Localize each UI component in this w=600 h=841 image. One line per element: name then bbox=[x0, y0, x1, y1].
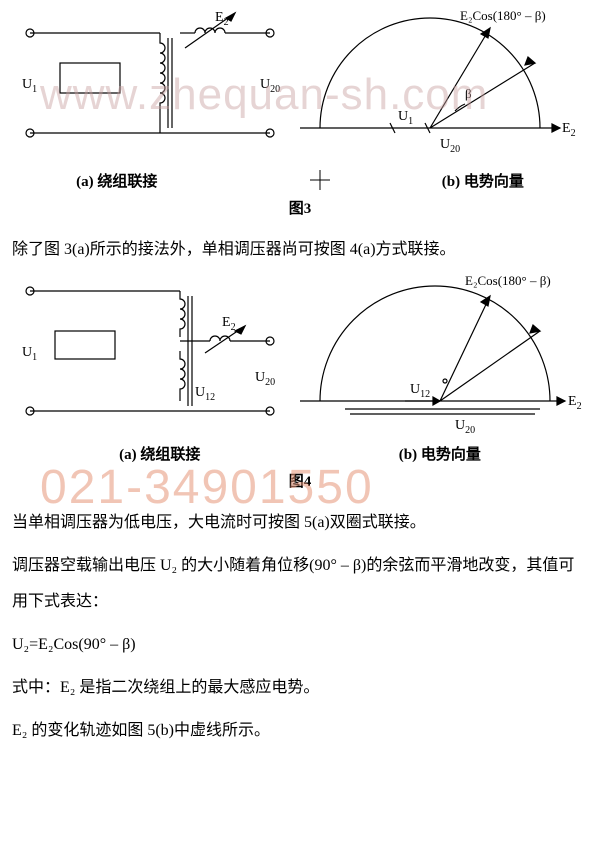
fig4-label: 图4 bbox=[0, 466, 600, 501]
paragraph-5: 式中：E₂ 是指二次绕组上的最大感应电势。 bbox=[0, 666, 600, 709]
fig4a-u20: U20 bbox=[255, 370, 275, 388]
fig3b-phasor: β U1 U20 E2 E₂Cos(180° – β) bbox=[290, 8, 590, 168]
fig3-label: 图3 bbox=[0, 193, 600, 228]
fig4a-e2: E2 bbox=[222, 315, 236, 333]
fig3b-title: E₂Cos(180° – β) bbox=[460, 8, 546, 23]
paragraph-1: 除了图 3(a)所示的接法外，单相调压器尚可按图 4(a)方式联接。 bbox=[0, 228, 600, 271]
fig4a-circuit: U1 E2 U12 U20 bbox=[10, 271, 290, 441]
fig4b-e2: E2 bbox=[568, 394, 582, 412]
fig4b-u20: U20 bbox=[455, 418, 475, 436]
fig3a-u1-label: U1 bbox=[22, 77, 37, 95]
fig3a-circuit: U1 E2 U20 bbox=[10, 8, 290, 168]
paragraph-4: U₂=E₂Cos(90° – β) bbox=[0, 623, 600, 666]
fig3b-u20: U20 bbox=[440, 137, 460, 155]
fig4b-phasor: U12 U20 E2 E₂Cos(180° – β) bbox=[290, 271, 590, 441]
fig4b-title: E₂Cos(180° – β) bbox=[465, 273, 551, 288]
fig4a-u1: U1 bbox=[22, 345, 37, 363]
paragraph-3: 调压器空载输出电压 U₂ 的大小随着角位移(90° – β)的余弦而平滑地改变，… bbox=[0, 544, 600, 622]
fig3b-u1: U1 bbox=[398, 109, 413, 127]
fig4b-u12: U12 bbox=[410, 382, 430, 400]
fig3b-caption: (b) 电势向量 bbox=[442, 170, 524, 191]
figure4-row: U1 E2 U12 U20 U12 U20 E2 E₂Cos(180° – β) bbox=[0, 271, 600, 441]
fig3a-caption: (a) 绕组联接 bbox=[76, 170, 157, 191]
figure3-row: U1 E2 U20 β U1 U20 E2 E₂Cos(180° – β) bbox=[0, 0, 600, 168]
paragraph-6: E₂ 的变化轨迹如图 5(b)中虚线所示。 bbox=[0, 709, 600, 752]
fig3b-e2: E2 bbox=[562, 121, 576, 139]
paragraph-2: 当单相调压器为低电压，大电流时可按图 5(a)双圈式联接。 bbox=[0, 501, 600, 544]
fig4b-caption: (b) 电势向量 bbox=[399, 443, 481, 464]
fig3a-u20-label: U20 bbox=[260, 77, 280, 95]
fig3b-crosshair bbox=[310, 170, 330, 191]
fig4a-caption: (a) 绕组联接 bbox=[119, 443, 200, 464]
fig4-captions: (a) 绕组联接 (b) 电势向量 bbox=[0, 441, 600, 466]
fig3b-beta: β bbox=[465, 86, 472, 101]
fig4a-u12: U12 bbox=[195, 385, 215, 403]
fig3-captions: (a) 绕组联接 (b) 电势向量 bbox=[0, 168, 600, 193]
